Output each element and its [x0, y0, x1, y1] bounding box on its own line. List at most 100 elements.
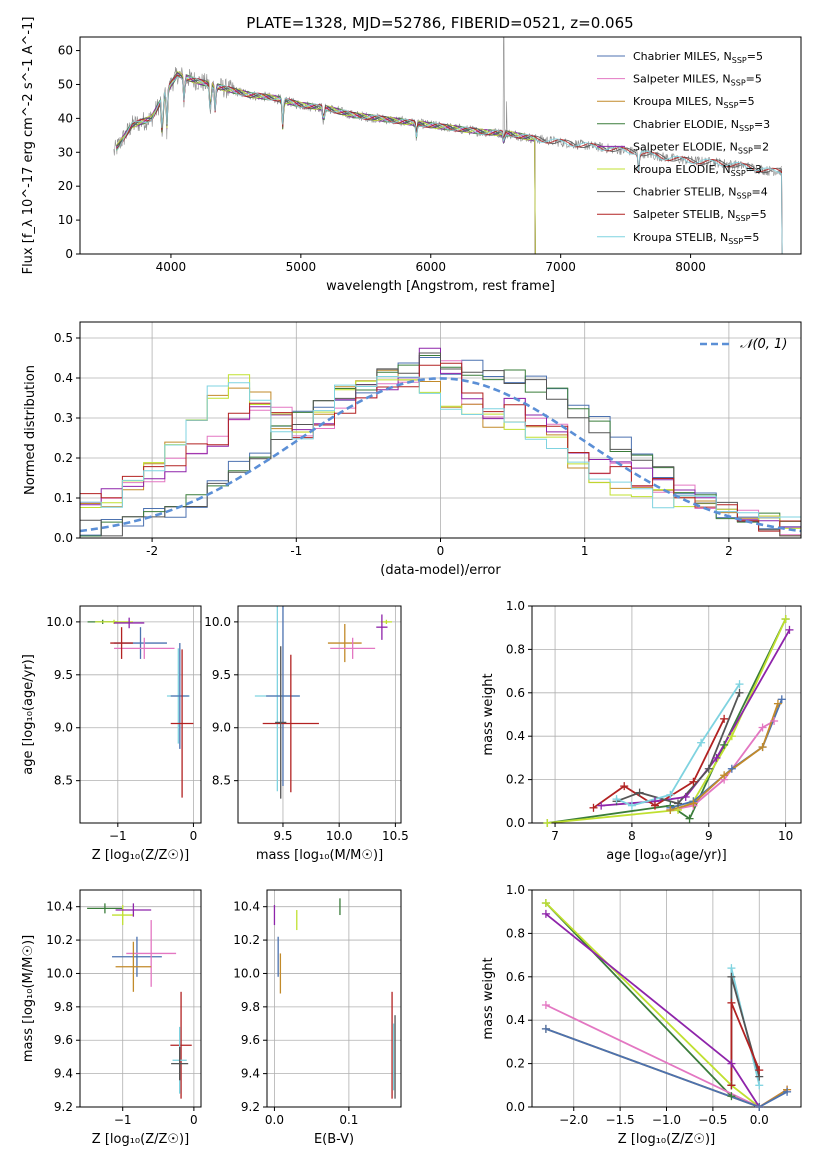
plot-area [87, 903, 192, 1099]
model-spectrum-chabrier-elodie [116, 74, 536, 254]
axes-frame [266, 889, 402, 1108]
x-tick-label: 9 [705, 829, 713, 843]
x-tick-label: 4000 [156, 260, 187, 274]
x-tick-label: 7 [551, 829, 559, 843]
plot-area [273, 898, 396, 1099]
mass-weight-line [670, 698, 783, 809]
axes-frame [531, 605, 802, 824]
legend-label: Kroupa MILES, NSSP=5 [633, 95, 755, 110]
y-axis-label: mass [log₁₀(M/M☉)] [21, 935, 36, 1062]
y-tick-label: 8.5 [54, 774, 73, 788]
legend-subscript: SSP [723, 101, 738, 110]
y-tick-label: 9.5 [54, 668, 73, 682]
panel-mass_vs_ebv: 0.0 0.1 9.2 9.4 9.6 9.8 10.0 10.2 10.4 E(B-V) [233, 889, 402, 1147]
legend-subscript: SSP [738, 146, 753, 155]
legend-label: Kroupa ELODIE, NSSP=3 [633, 163, 762, 178]
y-tick-label: 9.0 [54, 721, 73, 735]
x-tick-label: 0.0 [265, 1113, 284, 1127]
y-tick-label: 0.6 [506, 970, 525, 984]
y-tick-label: 9.6 [241, 1033, 260, 1047]
x-tick-label: −1.5 [606, 1113, 635, 1127]
x-tick-label: 0.0 [750, 1113, 769, 1127]
x-tick-label: 10.5 [382, 829, 409, 843]
figure-title: PLATE=1328, MJD=52786, FIBERID=0521, z=0… [246, 14, 633, 32]
y-axis-label: Normed distribution [23, 365, 38, 495]
x-tick-label: 8000 [675, 260, 706, 274]
y-tick-label: 0.6 [506, 686, 525, 700]
axes-frame [79, 605, 202, 824]
legend-label: Chabrier ELODIE, NSSP=3 [633, 118, 770, 133]
x-axis-label: Z [log₁₀(Z/Z☉)] [92, 1132, 189, 1147]
x-tick-label: 6000 [415, 260, 446, 274]
plot-area [80, 347, 801, 537]
panel-age_vs_metal: −1 0 8.5 9.0 9.5 10.0 Z [log₁₀(Z/Z☉)] age [log₁… [21, 605, 202, 863]
y-tick-label: 10.4 [46, 900, 73, 914]
y-tick-label: 50 [58, 77, 73, 91]
model-spectrum-kroupa-stelib [116, 76, 783, 254]
panel-residuals: -2 -1 0 1 2 0.0 0.1 0.2 0.3 0.4 0.5 (data-model)/er… [23, 321, 802, 578]
x-tick-label: 0 [437, 544, 445, 558]
legend-count: =5 [750, 208, 766, 221]
x-tick-label: −1 [109, 829, 127, 843]
legend-subscript: SSP [732, 56, 747, 65]
model-spectrum-salpeter-miles [116, 74, 536, 254]
legend-count: =4 [752, 186, 768, 199]
y-tick-label: 20 [58, 179, 73, 193]
panel-age_vs_mass: 9.5 10.0 10.5 8.5 9.0 9.5 10.0 mass [log₁₀(M/M☉… [204, 605, 409, 863]
y-tick-label: 0.0 [54, 531, 73, 545]
legend-subscript: SSP [731, 79, 746, 88]
x-axis-label: wavelength [Angstrom, rest frame] [326, 279, 555, 294]
y-tick-label: 9.5 [212, 668, 231, 682]
x-axis-label: mass [log₁₀(M/M☉)] [256, 848, 383, 863]
model-spectrum-kroupa-elodie [116, 71, 536, 254]
y-tick-label: 0.4 [506, 1013, 525, 1027]
legend-count: =3 [746, 163, 762, 176]
axes-frame [79, 889, 202, 1108]
x-tick-label: 7000 [545, 260, 576, 274]
y-tick-label: 9.4 [241, 1067, 260, 1081]
legend-label: 𝒩(0, 1) [740, 337, 787, 352]
y-axis-label: mass weight [481, 957, 496, 1039]
y-tick-label: 0.5 [54, 331, 73, 345]
y-tick-label: 10.0 [204, 615, 231, 629]
panel-mass_weight_vs_age: 7 8 9 10 0.0 0.2 0.4 0.6 0.8 1.0 age [log₁₀(age/yr… [481, 599, 802, 863]
y-tick-label: 9.4 [54, 1067, 73, 1081]
y-tick-label: 0.2 [54, 451, 73, 465]
y-tick-label: 0.2 [506, 773, 525, 787]
model-spectrum-chabrier-stelib [116, 71, 783, 254]
legend-count: =5 [746, 73, 762, 86]
y-tick-label: 9.2 [241, 1100, 260, 1114]
normal-distribution-curve [80, 377, 801, 533]
legend-subscript: SSP [728, 237, 743, 246]
y-tick-label: 0.8 [506, 926, 525, 940]
y-tick-label: 10.2 [233, 933, 260, 947]
y-tick-label: 9.8 [241, 1000, 260, 1014]
x-tick-label: 10 [778, 829, 793, 843]
y-tick-label: 10.0 [46, 966, 73, 980]
model-spectrum-salpeter-elodie [115, 72, 536, 254]
y-tick-label: 9.0 [212, 721, 231, 735]
x-tick-label: 1 [581, 544, 589, 558]
legend-label: Kroupa STELIB, NSSP=5 [633, 231, 759, 246]
y-tick-label: 8.5 [212, 774, 231, 788]
axes-frame [79, 36, 802, 255]
x-tick-label: -2 [146, 544, 158, 558]
x-tick-label: 10.0 [326, 829, 353, 843]
y-tick-label: 0 [65, 247, 73, 261]
legend-label: Salpeter MILES, NSSP=5 [633, 73, 762, 88]
y-tick-label: 10.4 [233, 900, 260, 914]
legend-subscript: SSP [737, 192, 752, 201]
legend-count: =2 [753, 140, 769, 153]
legend-label: Chabrier STELIB, NSSP=4 [633, 186, 768, 201]
y-tick-label: 9.6 [54, 1033, 73, 1047]
x-axis-label: Z [log₁₀(Z/Z☉)] [618, 1132, 715, 1147]
y-tick-label: 10.0 [233, 966, 260, 980]
y-tick-label: 10 [58, 213, 73, 227]
plot-area [113, 37, 783, 254]
y-tick-label: 0.1 [54, 491, 73, 505]
panel-mass_weight_vs_metal: −2.0 −1.5 −1.0 −0.5 0.0 0.0 0.2 0.4 0.6 0.8 1.0 Z [… [481, 883, 802, 1147]
y-tick-label: 9.8 [54, 1000, 73, 1014]
y-tick-label: 0.3 [54, 411, 73, 425]
y-tick-label: 40 [58, 111, 73, 125]
